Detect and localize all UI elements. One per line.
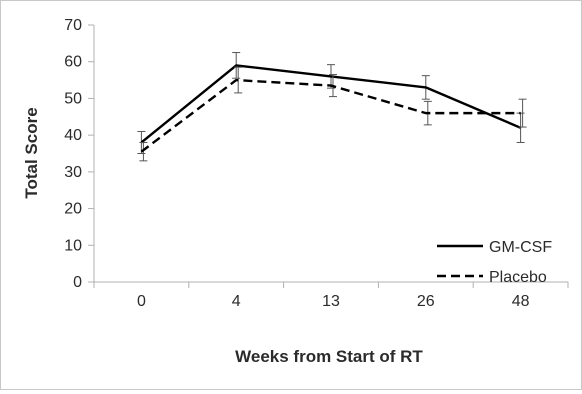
x-axis-title: Weeks from Start of RT: [235, 347, 423, 366]
error-bar: [518, 98, 527, 128]
x-axis-ticks: 0 4 13 26 48: [93, 282, 569, 310]
y-tick-label: 60: [64, 54, 82, 71]
x-tick-label: 0: [137, 293, 146, 310]
legend-label: GM-CSF: [489, 239, 552, 256]
error-bar: [139, 141, 148, 162]
y-tick-label: 40: [64, 127, 82, 144]
y-tick-label: 70: [64, 17, 82, 34]
y-axis-title: Total Score: [22, 107, 41, 198]
legend-label: Placebo: [489, 269, 547, 286]
x-tick-label: 4: [232, 293, 241, 310]
legend: GM-CSF Placebo: [437, 239, 552, 286]
x-tick-label: 48: [512, 293, 530, 310]
series-layer: [137, 52, 527, 162]
y-axis-ticks: 0 10 20 30 40 50 60 70: [64, 17, 94, 291]
y-tick-label: 20: [64, 201, 82, 218]
x-tick-label: 13: [322, 293, 340, 310]
y-tick-label: 50: [64, 90, 82, 107]
y-tick-label: 0: [73, 274, 82, 291]
series-line-gm-csf: [140, 64, 522, 144]
y-tick-label: 10: [64, 237, 82, 254]
x-tick-label: 26: [417, 293, 435, 310]
series-line-placebo: [140, 78, 521, 153]
y-tick-label: 30: [64, 164, 82, 181]
